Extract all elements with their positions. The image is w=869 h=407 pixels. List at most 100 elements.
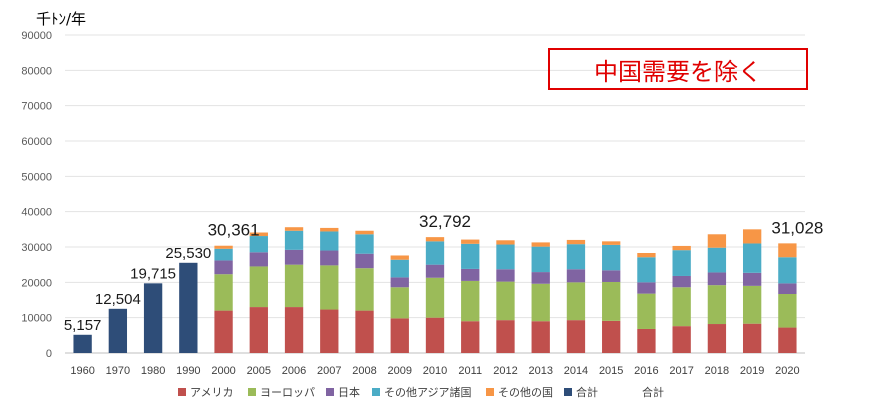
data-label: 5,157: [64, 317, 102, 334]
bar-segment: [637, 282, 656, 294]
bar-segment: [778, 257, 797, 284]
data-label: 30,361: [208, 221, 260, 240]
bar-segment: [320, 250, 339, 266]
bar-segment: [284, 249, 304, 265]
legend-swatch: [178, 388, 186, 396]
x-tick-label: 2013: [528, 365, 552, 377]
y-tick-label: 60000: [21, 136, 52, 148]
y-tick-label: 20000: [21, 277, 52, 289]
y-tick-label: 30000: [21, 242, 52, 254]
x-tick-label: 2017: [669, 365, 693, 377]
y-tick-label: 50000: [21, 171, 52, 183]
bar-segment: [496, 281, 515, 321]
y-tick-label: 10000: [21, 313, 52, 325]
data-label: 25,530: [165, 245, 211, 262]
bar-segment: [496, 320, 515, 353]
x-tick-label: 2015: [599, 365, 623, 377]
y-tick-label: 80000: [21, 65, 52, 77]
x-tick-label: 2014: [564, 365, 588, 377]
bar-segment: [214, 310, 233, 353]
bar-segment: [531, 321, 550, 353]
bar-segment: [425, 277, 445, 318]
x-tick-label: 1970: [106, 365, 130, 377]
legend-extra-label: 合計: [642, 385, 664, 399]
bar-segment: [108, 308, 128, 353]
bar-segment: [143, 283, 163, 353]
bar-segment: [425, 237, 445, 242]
bar-segment: [425, 264, 445, 278]
bar-segment: [602, 241, 621, 245]
bar-segment: [425, 317, 445, 353]
bar-segment: [390, 287, 409, 319]
bar-segment: [390, 277, 409, 288]
bar-segment: [320, 227, 339, 232]
bar-segment: [742, 272, 762, 286]
bar-segment: [531, 272, 550, 284]
x-tick-label: 1960: [70, 365, 94, 377]
x-tick-label: 1990: [176, 365, 200, 377]
bar-segment: [637, 293, 656, 329]
bar-segment: [355, 230, 374, 235]
bar-segment: [742, 229, 762, 244]
bar-segment: [566, 244, 586, 270]
legend-swatch: [564, 388, 572, 396]
bar-segment: [320, 265, 339, 310]
bar-segment: [496, 269, 515, 282]
x-tick-label: 2008: [352, 365, 376, 377]
bar-segment: [461, 243, 480, 269]
x-tick-label: 2000: [211, 365, 235, 377]
bar-segment: [742, 285, 762, 324]
bar-segment: [707, 234, 727, 248]
bar-segment: [637, 328, 656, 353]
legend-label: アメリカ: [190, 386, 233, 399]
x-tick-label: 2010: [423, 365, 447, 377]
bar-segment: [672, 250, 691, 276]
bar-segment: [214, 274, 233, 311]
bar-segment: [461, 280, 480, 322]
data-labels: 5,157 12,504 19,715 25,530 30,361 32,792 31,02…: [64, 212, 824, 334]
data-label: 31,028: [771, 218, 823, 237]
bar-segment: [707, 247, 727, 273]
bar-segment: [566, 269, 586, 283]
legend-swatch: [326, 388, 334, 396]
x-tick-label: 2019: [740, 365, 764, 377]
bar-segment: [355, 234, 374, 254]
bar-segment: [778, 283, 797, 294]
bar-segment: [214, 248, 233, 261]
legend-label: 日本: [338, 385, 360, 399]
bar-segment: [390, 255, 409, 260]
callout-box: 中国需要を除く: [548, 48, 808, 90]
bar-segment: [249, 252, 268, 267]
y-tick-label: 40000: [21, 207, 52, 219]
bar-segment: [284, 230, 304, 250]
legend-label: その他アジア諸国: [384, 385, 472, 399]
bar-segment: [742, 243, 762, 273]
bar-segment: [249, 236, 268, 253]
bar-segment: [637, 257, 656, 283]
bar-segment: [602, 281, 621, 321]
x-tick-label: 2016: [634, 365, 658, 377]
bar-segment: [566, 320, 586, 353]
y-tick-label: 0: [46, 348, 52, 360]
bar-segment: [355, 310, 374, 353]
bar-segment: [496, 240, 515, 245]
bar-segment: [284, 227, 304, 231]
bar-segment: [390, 318, 409, 353]
bar-segment: [461, 268, 480, 281]
bars: [73, 227, 797, 353]
data-label: 19,715: [130, 265, 176, 282]
legend-swatch: [248, 388, 256, 396]
bar-segment: [602, 270, 621, 282]
bar-segment: [531, 242, 550, 247]
x-tick-label: 2009: [388, 365, 412, 377]
bar-segment: [531, 283, 550, 322]
bar-segment: [320, 231, 339, 251]
data-label: 32,792: [419, 212, 471, 231]
bar-segment: [566, 239, 586, 245]
callout-text: 中国需要を除く: [594, 57, 762, 86]
bar-segment: [707, 324, 727, 353]
bar-segment: [531, 246, 550, 273]
bar-segment: [778, 327, 797, 353]
legend-label: その他の国: [498, 386, 553, 399]
